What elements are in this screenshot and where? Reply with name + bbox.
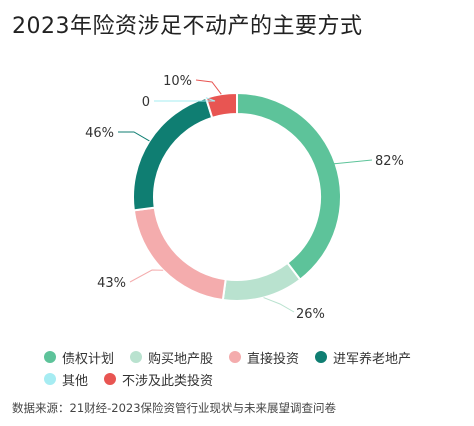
data-label-5: 0 — [142, 95, 150, 110]
chart-title: 2023年险资涉足不动产的主要方式 — [12, 14, 363, 39]
legend-item: 购买地产股 — [130, 348, 213, 367]
leader-line-3 — [129, 269, 164, 283]
legend-label: 其他 — [62, 373, 89, 389]
legend-item: 其他 — [44, 370, 88, 389]
leader-line-5 — [154, 97, 216, 102]
slice-1 — [236, 91, 342, 282]
legend-item: 直接投资 — [229, 348, 299, 367]
legend-item: 债权计划 — [44, 348, 114, 367]
legend-swatch — [44, 373, 56, 385]
legend-row: 债权计划 购买地产股 直接投资 进军养老地产 — [44, 346, 464, 368]
slice-3 — [132, 206, 227, 302]
legend-label: 进军养老地产 — [333, 351, 412, 367]
legend-swatch — [315, 351, 328, 363]
legend-swatch — [229, 351, 242, 363]
donut-chart: 82% 26% 43% 46% 0 10% — [85, 74, 404, 322]
legend-label: 购买地产股 — [148, 351, 214, 367]
slice-2 — [221, 261, 302, 302]
leader-line-2 — [263, 297, 295, 313]
legend-item: 不涉及此类投资 — [104, 370, 213, 389]
legend-swatch — [44, 351, 56, 363]
legend-label: 不涉及此类投资 — [122, 373, 214, 389]
slice-4 — [132, 96, 214, 212]
slice-6 — [204, 91, 238, 120]
legend: 债权计划 购买地产股 直接投资 进军养老地产其他 不涉及此类投资 — [44, 346, 464, 390]
legend-label: 债权计划 — [62, 351, 115, 367]
data-label-4: 46% — [85, 126, 114, 141]
legend-row: 其他 不涉及此类投资 — [44, 368, 464, 390]
leader-line-1 — [331, 159, 373, 165]
leader-line-6 — [195, 79, 222, 95]
data-label-1: 82% — [375, 154, 404, 169]
legend-item: 进军养老地产 — [315, 348, 411, 367]
data-label-3: 43% — [97, 276, 126, 291]
data-label-6: 10% — [163, 74, 192, 89]
legend-label: 直接投资 — [247, 351, 300, 367]
source-note: 数据来源：21财经-2023保险资管行业现状与未来展望调查问卷 — [12, 401, 337, 415]
data-label-2: 26% — [296, 307, 325, 322]
legend-swatch — [104, 373, 117, 385]
leader-line-4 — [118, 131, 150, 142]
legend-swatch — [130, 351, 143, 363]
